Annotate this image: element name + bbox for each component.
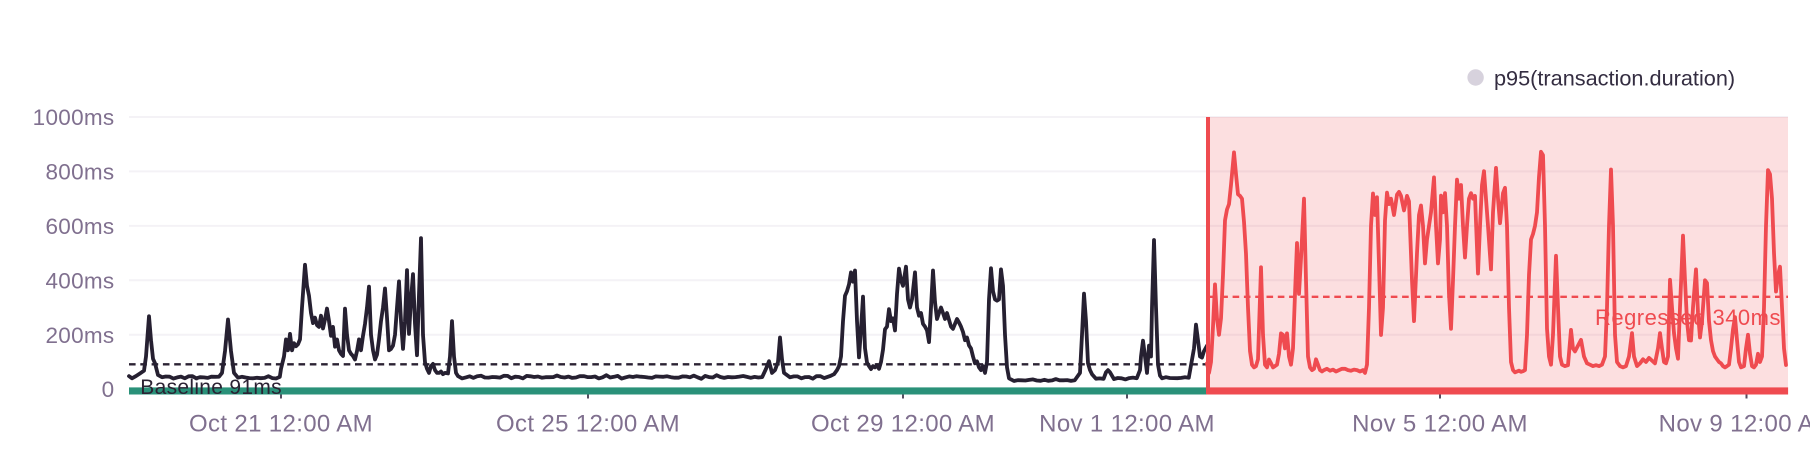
svg-text:Nov 1 12:00 AM: Nov 1 12:00 AM (1039, 411, 1215, 438)
svg-text:Baseline 91ms: Baseline 91ms (140, 376, 282, 399)
svg-text:Oct 25 12:00 AM: Oct 25 12:00 AM (496, 411, 680, 438)
svg-text:800ms: 800ms (45, 159, 114, 184)
svg-text:200ms: 200ms (45, 323, 114, 348)
svg-text:400ms: 400ms (45, 268, 114, 293)
svg-text:0: 0 (102, 377, 115, 402)
svg-text:Nov 5 12:00 AM: Nov 5 12:00 AM (1352, 411, 1528, 438)
svg-text:Oct 21 12:00 AM: Oct 21 12:00 AM (189, 411, 373, 438)
svg-text:Oct 29 12:00 AM: Oct 29 12:00 AM (811, 411, 995, 438)
svg-text:Nov 9 12:00 AM: Nov 9 12:00 AM (1659, 411, 1810, 438)
svg-text:600ms: 600ms (45, 214, 114, 239)
svg-text:p95(transaction.duration): p95(transaction.duration) (1494, 66, 1735, 91)
svg-text:1000ms: 1000ms (33, 105, 115, 130)
